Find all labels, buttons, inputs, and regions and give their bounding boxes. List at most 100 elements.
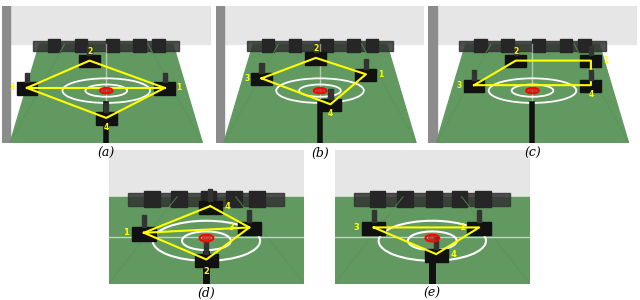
Text: 1: 1: [177, 83, 182, 92]
Bar: [262, 39, 274, 52]
Ellipse shape: [102, 89, 110, 92]
Bar: [25, 73, 29, 82]
Text: (d): (d): [198, 287, 215, 300]
Text: 4: 4: [104, 123, 109, 132]
Bar: [17, 82, 37, 95]
Bar: [216, 6, 224, 142]
Bar: [452, 191, 467, 207]
Bar: [209, 189, 212, 201]
Bar: [428, 6, 436, 142]
Bar: [364, 59, 368, 69]
Bar: [248, 210, 252, 222]
Bar: [172, 191, 187, 207]
Bar: [79, 55, 100, 68]
Text: (c): (c): [524, 146, 541, 160]
Ellipse shape: [428, 236, 436, 240]
Bar: [226, 191, 241, 207]
Text: 3: 3: [229, 223, 235, 232]
Bar: [154, 82, 175, 95]
Text: 4: 4: [588, 90, 593, 99]
Polygon shape: [109, 197, 304, 284]
Bar: [289, 39, 301, 52]
Text: 3: 3: [353, 223, 359, 232]
Bar: [200, 191, 216, 207]
Text: (b): (b): [311, 146, 329, 160]
Text: 2: 2: [87, 46, 92, 56]
Bar: [477, 210, 481, 222]
Bar: [144, 191, 159, 207]
Bar: [362, 222, 385, 236]
Text: 3: 3: [10, 83, 15, 92]
Bar: [204, 242, 209, 254]
Bar: [251, 73, 272, 85]
Text: 3: 3: [244, 74, 250, 83]
Bar: [476, 191, 491, 207]
Bar: [237, 222, 261, 236]
Bar: [435, 237, 438, 249]
Bar: [33, 41, 179, 51]
Bar: [372, 210, 376, 222]
Ellipse shape: [202, 236, 211, 240]
Bar: [314, 43, 318, 52]
Bar: [580, 55, 602, 68]
Bar: [2, 6, 211, 44]
Bar: [106, 39, 119, 52]
Bar: [506, 55, 526, 68]
Bar: [589, 46, 593, 55]
Bar: [559, 39, 572, 52]
Text: 1: 1: [603, 56, 608, 65]
Ellipse shape: [316, 89, 324, 92]
Text: 4: 4: [225, 202, 231, 211]
Polygon shape: [436, 44, 628, 142]
Bar: [347, 39, 360, 52]
Bar: [328, 89, 333, 99]
Bar: [335, 150, 530, 203]
Bar: [366, 39, 378, 52]
Bar: [589, 70, 593, 80]
Bar: [152, 39, 164, 52]
Bar: [460, 41, 605, 51]
Text: 1: 1: [124, 228, 129, 237]
Bar: [259, 63, 264, 73]
Bar: [370, 191, 385, 207]
Bar: [579, 39, 591, 52]
Bar: [75, 39, 88, 52]
Bar: [355, 193, 511, 206]
Bar: [474, 39, 486, 52]
Bar: [216, 6, 424, 44]
Bar: [428, 6, 637, 44]
Bar: [320, 39, 333, 52]
Text: (a): (a): [98, 146, 115, 160]
Bar: [198, 201, 222, 214]
Bar: [501, 39, 514, 52]
Text: 4: 4: [328, 109, 333, 118]
Bar: [142, 215, 146, 227]
Bar: [2, 6, 10, 142]
Polygon shape: [224, 44, 416, 142]
Bar: [163, 73, 167, 82]
Bar: [580, 80, 602, 92]
Text: 3: 3: [457, 81, 462, 90]
Text: 2: 2: [313, 44, 319, 53]
Bar: [96, 112, 116, 125]
Bar: [109, 150, 304, 203]
Bar: [532, 39, 545, 52]
Bar: [129, 193, 285, 206]
Polygon shape: [10, 44, 202, 142]
Bar: [88, 46, 92, 55]
Bar: [463, 80, 484, 92]
Bar: [195, 254, 218, 268]
Bar: [514, 46, 518, 55]
Text: 4: 4: [451, 250, 457, 259]
Text: 1: 1: [378, 70, 383, 79]
Text: (e): (e): [424, 287, 441, 300]
Bar: [104, 103, 108, 112]
Bar: [132, 227, 156, 241]
Bar: [320, 99, 341, 111]
Bar: [48, 39, 60, 52]
Bar: [250, 191, 265, 207]
Bar: [424, 249, 448, 262]
Bar: [467, 222, 491, 236]
Bar: [426, 191, 442, 207]
Bar: [133, 39, 146, 52]
